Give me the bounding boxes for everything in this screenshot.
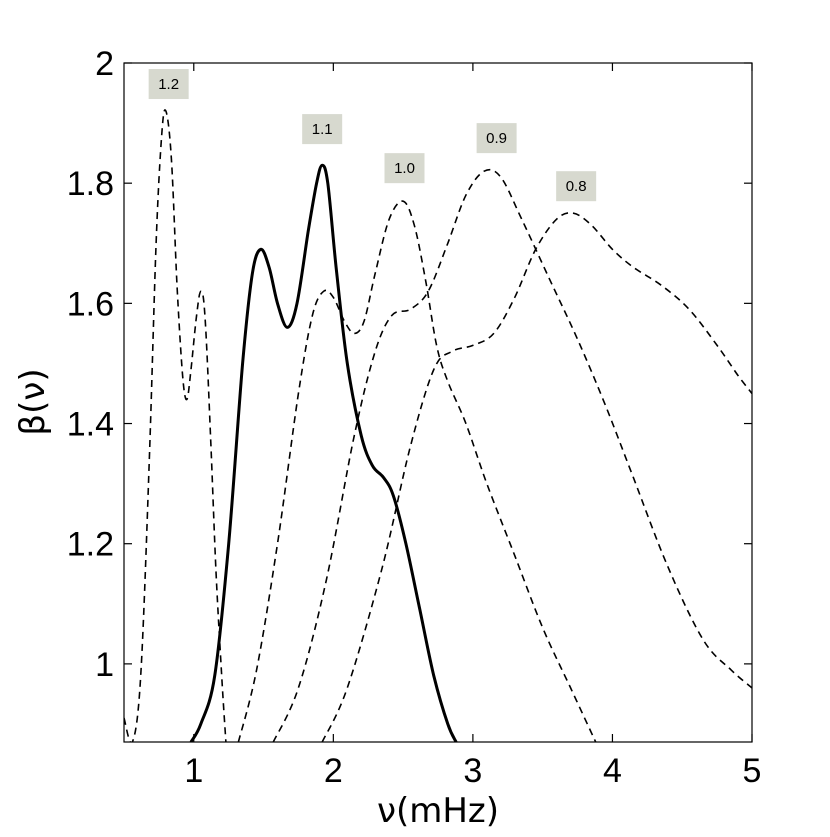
y-tick-label: 1.8 [67,165,114,203]
x-tick-label: 5 [743,752,762,790]
annotation-label: 0.8 [566,178,587,195]
x-tick-label: 4 [603,752,622,790]
series-lines [124,109,752,742]
y-axis-title: β(ν) [13,368,53,435]
x-tick-label: 2 [324,752,343,790]
series-line-1-0 [237,200,597,742]
y-tick-label: 1.6 [67,285,114,323]
y-tick-label: 1.4 [67,406,114,444]
x-axis-title: ν(mHz) [377,791,499,831]
curve-annotations: 1.2 1.1 1.0 0.9 0.8 [148,69,597,202]
annotation-label: 1.0 [394,160,415,177]
annotation-label: 1.1 [312,121,333,138]
series-line-1-1 [189,163,458,742]
annotation-box [476,123,517,154]
x-tick-label: 3 [463,752,482,790]
annotation-box [556,171,597,202]
series-line-0-8 [321,212,752,742]
annotation-label: 0.9 [486,130,507,147]
y-tick-label: 1 [95,646,114,684]
annotation-box [384,153,425,184]
plot-area [123,62,753,743]
annotation-label: 1.2 [158,76,179,93]
annotation-box [302,114,343,145]
y-tick-label: 1.2 [67,526,114,564]
x-tick-label: 1 [184,752,203,790]
annotation-box [148,69,189,100]
y-tick-label: 2 [95,45,114,83]
tick-labels: 1 2 3 4 5 1 1.2 1.4 1.6 1.8 2 [67,45,762,790]
